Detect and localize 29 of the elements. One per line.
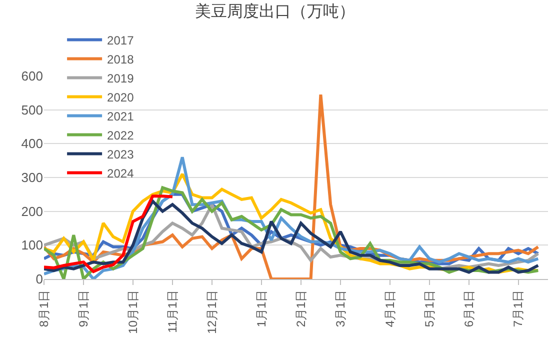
x-tick-label: 4月1日	[382, 290, 397, 328]
y-tick-label: 500	[21, 102, 43, 118]
legend-label: 2017	[107, 33, 134, 48]
x-tick-label: 1月1日	[254, 290, 268, 328]
legend-label: 2023	[107, 147, 134, 162]
legend-label: 2024	[107, 166, 134, 180]
legend-label: 2018	[107, 52, 134, 66]
x-tick-label: 2月1日	[294, 290, 308, 328]
x-tick-label: 8月1日	[36, 290, 51, 328]
chart-title: 美豆周度出口（万吨）	[195, 2, 355, 20]
y-tick-label: 300	[21, 170, 43, 186]
legend-label: 2022	[107, 128, 134, 142]
x-tick-label: 5月1日	[422, 290, 436, 328]
x-tick-label: 3月1日	[333, 290, 348, 328]
legend-label: 2020	[107, 90, 134, 104]
y-tick-label: 100	[21, 238, 43, 253]
x-tick-label: 11月1日	[165, 290, 180, 333]
x-tick-label: 9月1日	[76, 290, 90, 328]
x-tick-label: 12月1日	[204, 290, 219, 334]
y-tick-label: 600	[21, 68, 43, 84]
y-tick-label: 0	[36, 272, 43, 287]
line-series	[44, 194, 174, 274]
x-tick-label: 7月1日	[511, 290, 526, 328]
legend-label: 2019	[107, 71, 134, 86]
x-tick-label: 10月1日	[126, 290, 140, 334]
x-tick-label: 6月1日	[462, 290, 476, 328]
y-tick-label: 200	[21, 204, 43, 219]
legend-label: 2021	[107, 109, 134, 124]
y-tick-label: 400	[21, 136, 43, 152]
